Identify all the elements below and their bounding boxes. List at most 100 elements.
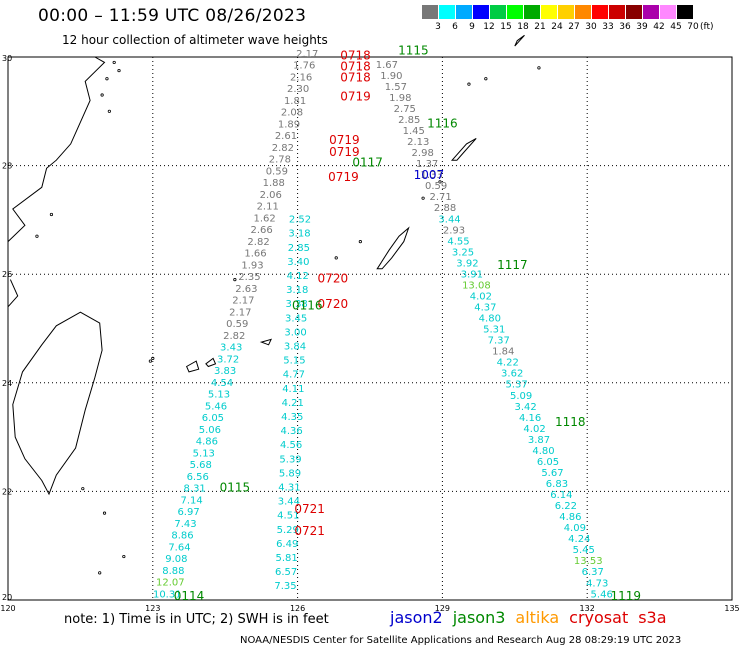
swh-value: 5.46: [205, 401, 227, 412]
pass-time-label: 0718: [340, 60, 371, 74]
swh-value: 5.13: [208, 390, 230, 401]
colorbar-swatch: [422, 5, 439, 19]
lon-tick-label: 129: [435, 604, 450, 613]
pass-time-label: 1119: [611, 589, 642, 603]
colorbar-unit: (ft): [700, 22, 714, 32]
colorbar-swatch: [456, 5, 473, 19]
swh-value: 5.06: [199, 425, 221, 436]
swh-value: 2.61: [275, 131, 297, 142]
swh-value: 2.75: [394, 104, 416, 115]
pass-time-label: 0719: [329, 133, 360, 147]
miyako-island: [259, 338, 273, 346]
lat-tick-label: 24: [2, 379, 12, 388]
small-island: [537, 66, 541, 70]
pass-time-label: 0117: [352, 156, 383, 170]
swh-value: 5.31: [483, 325, 505, 336]
colorbar-swatch: [439, 5, 456, 19]
swh-value: 4.11: [282, 384, 304, 395]
amami-island: [450, 137, 477, 161]
small-island: [105, 77, 109, 81]
swh-value: 6.37: [582, 567, 604, 578]
swh-value: 6.56: [187, 472, 209, 483]
china-coastline-south: [7, 279, 19, 308]
colorbar-swatch: [592, 5, 609, 19]
small-island: [117, 68, 121, 73]
swh-value: 4.09: [564, 523, 586, 534]
pass-time-label: 0718: [340, 70, 371, 84]
swh-value: 4.73: [586, 578, 608, 589]
units-note: note: 1) Time is in UTC; 2) SWH is in fe…: [64, 612, 329, 627]
colorbar-label: 24: [551, 22, 563, 32]
swh-value: 2.17: [232, 296, 254, 307]
lon-tick-label: 126: [290, 604, 305, 613]
small-island: [112, 60, 116, 65]
china-coastline: [7, 56, 106, 242]
small-island: [151, 356, 155, 360]
swh-value: 5.37: [506, 380, 528, 391]
colorbar-label: 42: [653, 22, 665, 32]
colorbar-label: 9: [469, 22, 475, 32]
swh-value: 3.42: [514, 402, 536, 413]
swh-value: 2.17: [296, 49, 318, 60]
swh-value: 2.82: [223, 331, 245, 342]
colorbar-swatch: [626, 5, 643, 19]
swh-value: 3.25: [452, 247, 474, 258]
swh-value: 2.88: [434, 203, 456, 214]
pass-time-label: 0720: [318, 271, 349, 285]
swh-value: 7.37: [488, 336, 510, 347]
swh-value: 2.35: [238, 272, 260, 283]
colorbar-label: 27: [568, 22, 580, 32]
swh-value: 2.93: [443, 225, 465, 236]
swh-value: 3.43: [220, 343, 242, 354]
pass-time-label: 0720: [318, 297, 349, 311]
lat-tick-label: 22: [2, 487, 12, 496]
pass-time-label: 0114: [174, 589, 205, 603]
swh-value: 4.80: [532, 446, 554, 457]
swh-value: 6.83: [546, 479, 568, 490]
colorbar-label: 39: [636, 22, 648, 32]
swh-value: 4.02: [470, 291, 492, 302]
swh-value: 4.21: [282, 398, 304, 409]
swh-value: 3.44: [278, 497, 300, 508]
swh-value: 5.15: [283, 356, 305, 367]
swh-value: 3.45: [285, 313, 307, 324]
swh-value: 3.38: [286, 299, 308, 310]
swh-value: 4.56: [280, 440, 302, 451]
swh-value: 1.45: [403, 126, 425, 137]
colorbar-label: 6: [452, 22, 458, 32]
swh-value: 1.62: [254, 213, 276, 224]
small-island: [107, 109, 111, 113]
swh-value: 8.31: [184, 484, 206, 495]
swh-value: 4.16: [519, 413, 541, 424]
swh-value: 2.08: [281, 108, 303, 119]
swh-value: 4.86: [196, 437, 218, 448]
swh-value: 0.59: [226, 319, 248, 330]
swh-value: 4.12: [287, 271, 309, 282]
swh-value: 4.86: [559, 512, 581, 523]
colorbar-swatch: [677, 5, 694, 19]
swh-value: 1.90: [380, 71, 402, 82]
swh-value: 2.30: [287, 84, 309, 95]
colorbar-label: 33: [602, 22, 614, 32]
colorbar-label: 21: [534, 22, 546, 32]
swh-value: 3.00: [284, 327, 306, 338]
colorbar-label: 3: [435, 22, 441, 32]
swh-value: 3.18: [286, 285, 308, 296]
swh-value: 7.64: [168, 542, 190, 553]
swh-value: 3.92: [456, 258, 478, 269]
colorbar-swatch: [490, 5, 507, 19]
small-island: [421, 196, 425, 200]
credit-line: NOAA/NESDIS Center for Satellite Applica…: [240, 635, 682, 646]
okinawa-island: [376, 226, 410, 270]
swh-value: 6.57: [275, 567, 297, 578]
map-title: 00:00 – 11:59 UTC 08/26/2023: [38, 6, 307, 26]
colorbar-label: 70: [687, 22, 699, 32]
colorbar-swatch: [507, 5, 524, 19]
pass-time-label: 0718: [340, 49, 371, 63]
pass-time-label: 1007: [414, 168, 445, 182]
swh-value: 2.85: [398, 115, 420, 126]
swh-value: 2.78: [269, 155, 291, 166]
lon-tick-label: 120: [0, 604, 15, 613]
swh-value: 5.45: [573, 545, 595, 556]
